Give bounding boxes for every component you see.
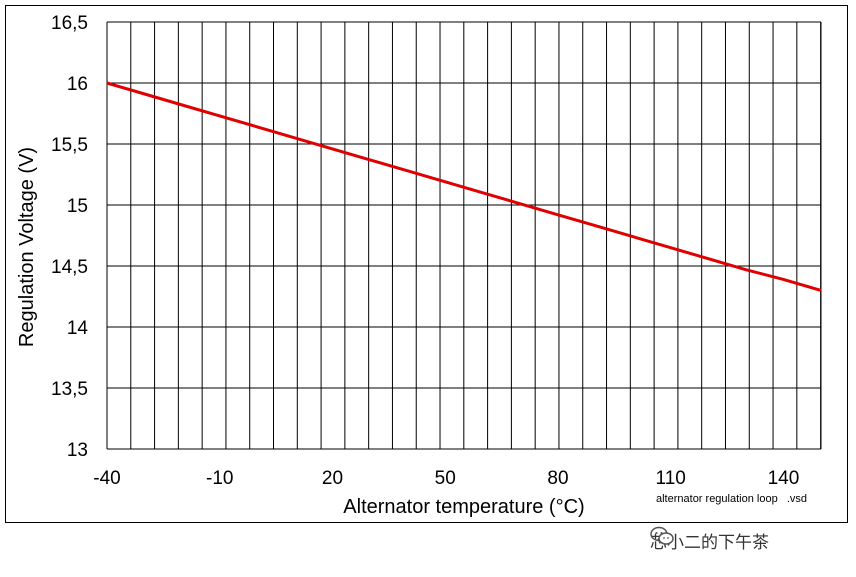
x-axis-label: Alternator temperature (°C) — [343, 496, 584, 518]
chart-annotation: alternator regulation loop .vsd — [656, 493, 807, 505]
x-tick-label: 20 — [322, 468, 343, 489]
y-tick-labels: 13 13,5 14 14,5 15 15,5 16 16,5 — [51, 13, 88, 461]
watermark-text: 芯小二的下午茶 — [650, 532, 769, 553]
wechat-icon — [650, 526, 674, 545]
y-tick-label: 13,5 — [51, 379, 88, 400]
x-tick-label: -10 — [206, 468, 233, 489]
y-tick-label: 14 — [67, 318, 89, 339]
watermark: 芯小二的下午茶 — [650, 526, 769, 554]
series-line — [106, 81, 822, 292]
grid — [106, 21, 822, 450]
x-tick-label: 80 — [547, 468, 568, 489]
y-tick-label: 16 — [67, 74, 88, 95]
x-tick-label: 140 — [768, 468, 800, 489]
y-tick-label: 15,5 — [51, 135, 88, 156]
y-tick-label: 16,5 — [51, 13, 88, 34]
x-tick-label: 50 — [435, 468, 456, 489]
chart-frame — [5, 5, 848, 523]
series-group — [106, 81, 822, 292]
y-axis-label: Regulation Voltage (V) — [16, 147, 38, 347]
y-tick-label: 14,5 — [51, 257, 88, 278]
x-tick-label: -40 — [93, 468, 120, 489]
y-tick-label: 13 — [67, 440, 88, 461]
x-tick-labels: -40 -10 20 50 80 110 140 — [93, 468, 799, 489]
x-tick-label: 110 — [656, 468, 686, 489]
y-tick-label: 15 — [67, 196, 88, 217]
